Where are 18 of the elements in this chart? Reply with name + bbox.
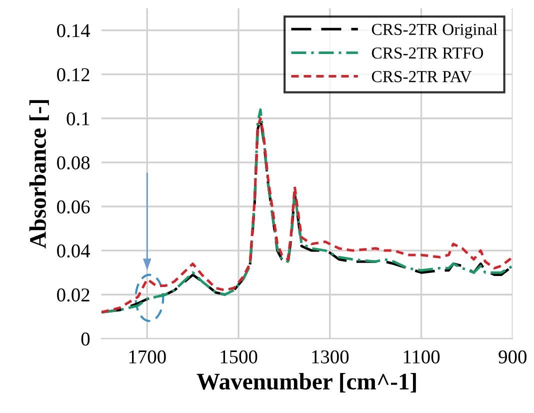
x-axis-title: Wavenumber [cm^-1]	[196, 372, 416, 392]
y-axis-title: Absorbance [-]	[29, 100, 49, 248]
x-tick-label: 1500	[220, 350, 258, 364]
y-tick-label: 0.06	[57, 200, 90, 214]
y-tick-label: 0.02	[57, 288, 90, 302]
y-tick-label: 0	[81, 332, 90, 346]
x-tick-label: 1100	[404, 350, 440, 364]
y-tick-label: 0.14	[57, 24, 90, 38]
legend-label: CRS-2TR PAV	[372, 71, 472, 82]
x-tick-label: 1300	[312, 350, 349, 364]
x-tick-label: 1700	[129, 350, 166, 364]
y-tick-label: 0.08	[57, 156, 90, 170]
y-tick-label: 0.1	[66, 112, 90, 126]
y-tick-label: 0.04	[57, 244, 90, 258]
y-tick-label: 0.12	[57, 68, 90, 82]
legend-label: CRS-2TR RTFO	[372, 47, 484, 59]
legend-label: CRS-2TR Original	[372, 23, 498, 39]
x-tick-label: 900	[498, 350, 526, 364]
